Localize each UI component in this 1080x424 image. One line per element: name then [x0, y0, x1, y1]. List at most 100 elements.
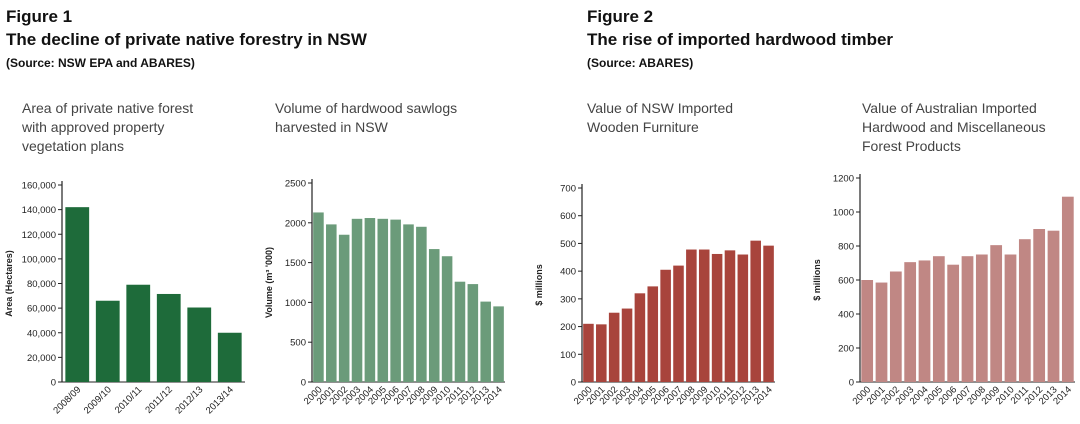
x-tick-label: 2008/09: [51, 384, 83, 416]
bar: [932, 256, 945, 382]
y-axis-label: $ millions: [812, 259, 822, 301]
bar: [634, 293, 646, 382]
y-tick-label: 2500: [285, 179, 306, 190]
chart-title: Volume of hardwood sawlogs: [275, 100, 457, 116]
bar: [454, 281, 466, 382]
bar: [904, 262, 917, 382]
bar: [861, 280, 874, 382]
x-tick-label: 2009/10: [82, 384, 114, 416]
chart-title: vegetation plans: [22, 138, 124, 154]
figure-label: Figure 1: [6, 7, 72, 26]
chart-title: Hardwood and Miscellaneous: [862, 119, 1046, 135]
bar: [326, 224, 337, 382]
bar: [737, 254, 749, 382]
bar: [698, 249, 710, 382]
y-tick-label: 300: [560, 294, 576, 305]
y-tick-label: 0: [51, 378, 56, 389]
bar: [621, 308, 633, 382]
y-tick-label: 1200: [833, 174, 854, 185]
chart-title: Value of Australian Imported: [862, 100, 1037, 116]
bar: [596, 324, 607, 382]
bar: [416, 226, 427, 382]
y-tick-label: 400: [560, 267, 576, 278]
x-tick-label: 2010/11: [113, 384, 145, 416]
bar: [1033, 229, 1046, 382]
y-tick-label: 120,000: [22, 230, 56, 241]
y-tick-label: 1000: [833, 208, 854, 219]
y-tick-label: 600: [838, 276, 854, 287]
bar: [763, 245, 774, 382]
y-tick-label: 100: [560, 350, 576, 361]
y-tick-label: 160,000: [22, 181, 56, 192]
bar: [126, 284, 151, 382]
y-axis-label: Area (Hectares): [4, 250, 14, 317]
chart-title: Forest Products: [862, 138, 961, 154]
y-tick-label: 0: [849, 378, 854, 389]
y-tick-label: 800: [838, 242, 854, 253]
y-axis-label: Volume (m³ '000): [264, 247, 274, 318]
y-axis-label: $ millions: [534, 264, 544, 306]
bar: [493, 306, 504, 382]
chart-title: with approved property: [21, 119, 164, 135]
bar: [647, 286, 659, 382]
bar: [364, 218, 376, 382]
figure-title: The rise of imported hardwood timber: [587, 30, 893, 49]
y-tick-label: 100,000: [22, 254, 56, 265]
x-tick-label: 2011/12: [143, 384, 175, 416]
bar: [686, 249, 697, 382]
bar: [1047, 230, 1060, 382]
bar: [480, 301, 491, 382]
bar: [1061, 196, 1074, 382]
y-tick-label: 500: [290, 338, 306, 349]
bar: [1004, 254, 1017, 382]
bar: [660, 269, 671, 382]
bar: [918, 260, 931, 382]
bar: [990, 245, 1003, 382]
y-tick-label: 40,000: [27, 328, 56, 339]
bar: [750, 240, 761, 382]
bar: [711, 253, 723, 382]
bar: [724, 250, 736, 382]
bar: [467, 284, 479, 382]
y-tick-label: 500: [560, 239, 576, 250]
bar: [390, 219, 401, 382]
bar: [975, 254, 988, 382]
chart-title: Area of private native forest: [22, 100, 193, 116]
figure-source: (Source: ABARES): [587, 56, 693, 70]
bar: [441, 256, 453, 382]
bar: [583, 323, 594, 382]
bar: [428, 249, 440, 382]
x-tick-label: 2013/14: [204, 384, 236, 416]
y-tick-label: 0: [571, 378, 576, 389]
y-tick-label: 700: [560, 184, 576, 195]
bar: [217, 332, 242, 382]
bar: [1018, 239, 1031, 382]
figure-label: Figure 2: [587, 7, 653, 26]
figure-source: (Source: NSW EPA and ABARES): [6, 56, 195, 70]
y-tick-label: 400: [838, 310, 854, 321]
y-tick-label: 600: [560, 211, 576, 222]
y-tick-label: 200: [838, 344, 854, 355]
y-tick-label: 60,000: [27, 304, 56, 315]
bar: [95, 300, 120, 382]
bar: [875, 282, 888, 382]
y-tick-label: 1000: [285, 298, 306, 309]
chart-title: Wooden Furniture: [587, 119, 699, 135]
figure-title: The decline of private native forestry i…: [6, 30, 368, 49]
chart-title: harvested in NSW: [275, 119, 389, 135]
bar: [377, 218, 389, 382]
bar: [313, 212, 324, 382]
bar: [947, 264, 960, 382]
bar: [889, 271, 902, 382]
bar: [673, 265, 684, 382]
y-tick-label: 0: [301, 378, 306, 389]
bar: [403, 224, 414, 382]
bar: [65, 207, 90, 382]
y-tick-label: 140,000: [22, 205, 56, 216]
bar: [351, 218, 363, 382]
y-tick-label: 20,000: [27, 353, 56, 364]
y-tick-label: 200: [560, 322, 576, 333]
chart-title: Value of NSW Imported: [587, 100, 733, 116]
bar: [338, 234, 350, 382]
